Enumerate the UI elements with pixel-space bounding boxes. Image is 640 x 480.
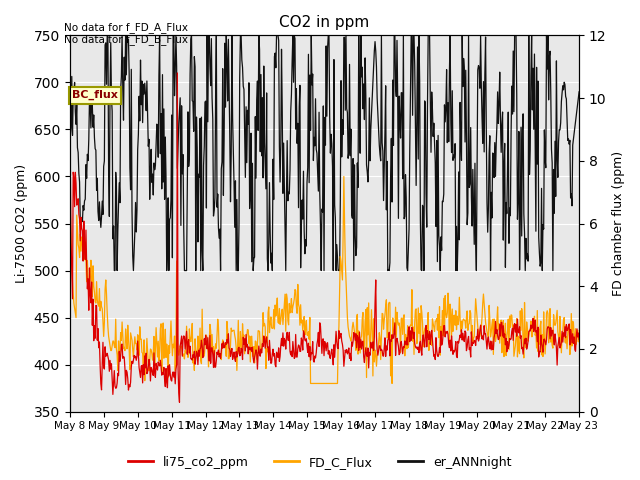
Text: No data for f_FD_A_Flux: No data for f_FD_A_Flux	[64, 22, 188, 33]
Title: CO2 in ppm: CO2 in ppm	[279, 15, 369, 30]
Legend: li75_co2_ppm, FD_C_Flux, er_ANNnight: li75_co2_ppm, FD_C_Flux, er_ANNnight	[124, 451, 516, 474]
Y-axis label: FD chamber flux (ppm): FD chamber flux (ppm)	[612, 151, 625, 296]
Text: No data for f_FD_B_Flux: No data for f_FD_B_Flux	[64, 34, 188, 45]
Text: BC_flux: BC_flux	[72, 90, 118, 100]
Y-axis label: Li-7500 CO2 (ppm): Li-7500 CO2 (ppm)	[15, 164, 28, 283]
